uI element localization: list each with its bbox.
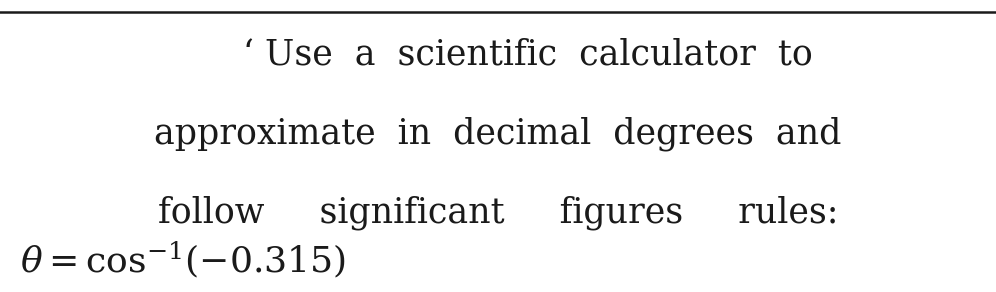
Text: ‘ Use  a  scientific  calculator  to: ‘ Use a scientific calculator to — [243, 38, 813, 72]
Text: $\theta = \mathrm{cos}^{-1}(-0.315)$: $\theta = \mathrm{cos}^{-1}(-0.315)$ — [20, 240, 346, 280]
Text: follow     significant     figures     rules:: follow significant figures rules: — [157, 196, 839, 230]
Text: approximate  in  decimal  degrees  and: approximate in decimal degrees and — [154, 117, 842, 151]
